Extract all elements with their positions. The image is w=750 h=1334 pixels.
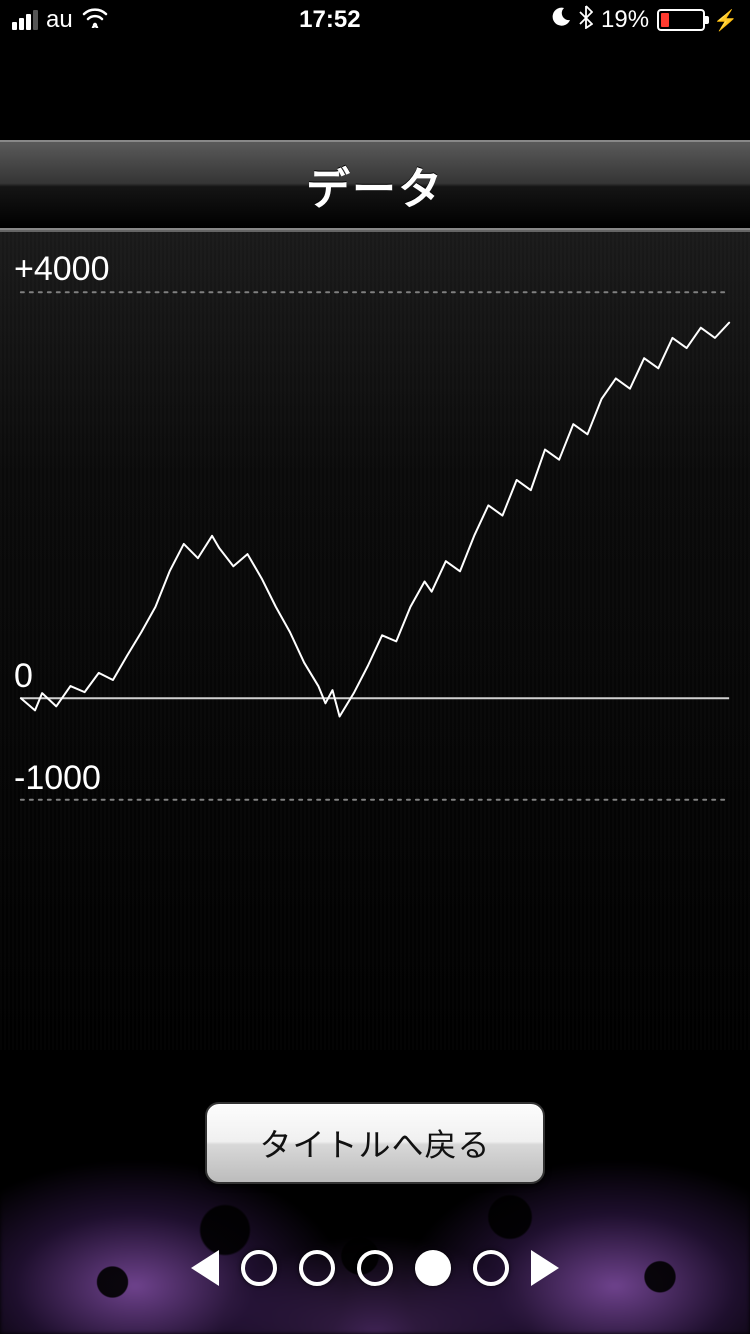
header-bar: データ <box>0 140 750 230</box>
bluetooth-icon <box>579 5 593 36</box>
chart-area: +4000 0 -1000 <box>0 230 750 1050</box>
charging-icon: ⚡ <box>713 8 738 33</box>
page-title: データ <box>306 153 444 217</box>
pager-dot[interactable] <box>357 1250 393 1286</box>
pager-prev-arrow[interactable] <box>191 1250 219 1286</box>
pager-next-arrow[interactable] <box>531 1250 559 1286</box>
top-spacer <box>0 40 750 140</box>
chart-y-label: +4000 <box>14 250 110 289</box>
chart-y-label: 0 <box>14 657 33 696</box>
carrier-label: au <box>46 6 73 34</box>
return-to-title-button[interactable]: タイトルへ戻る <box>205 1102 545 1184</box>
battery-percent-label: 19% <box>601 6 649 34</box>
battery-icon <box>657 9 705 31</box>
return-button-label: タイトルへ戻る <box>259 1120 490 1166</box>
wifi-icon <box>81 6 109 35</box>
status-time: 17:52 <box>299 6 360 34</box>
page-indicator <box>0 1250 750 1286</box>
status-left: au <box>12 6 109 35</box>
pager-dot[interactable] <box>299 1250 335 1286</box>
do-not-disturb-icon <box>551 6 571 34</box>
signal-bars-icon <box>12 10 38 30</box>
pager-dot[interactable] <box>415 1250 451 1286</box>
status-bar: au 17:52 19% ⚡ <box>0 0 750 40</box>
chart-y-label: -1000 <box>14 759 101 798</box>
pager-dot[interactable] <box>473 1250 509 1286</box>
status-right: 19% ⚡ <box>551 5 738 36</box>
pager-dot[interactable] <box>241 1250 277 1286</box>
line-chart <box>0 232 750 1050</box>
